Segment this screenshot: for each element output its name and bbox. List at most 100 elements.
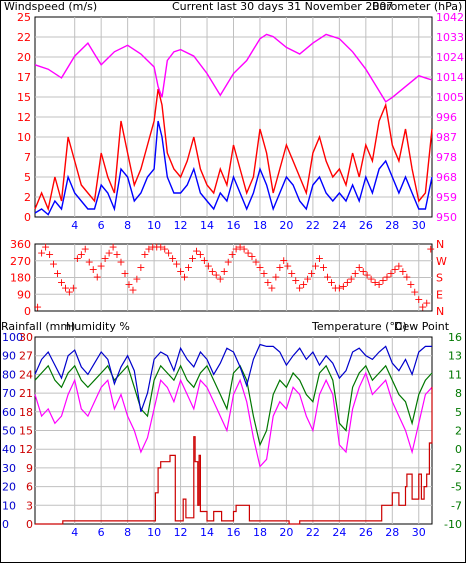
barometer-y-tick: 1033 bbox=[436, 31, 464, 44]
wind-x-tick: 14 bbox=[200, 219, 214, 232]
winddir-point: + bbox=[259, 267, 268, 280]
weather-x-tick: 8 bbox=[124, 526, 131, 539]
weather-x-tick: 22 bbox=[306, 526, 320, 539]
winddir-point: + bbox=[255, 261, 264, 274]
winddir-point: + bbox=[108, 241, 117, 254]
winddir-point: + bbox=[188, 252, 197, 265]
winddir-point: + bbox=[359, 265, 368, 278]
windspeed-label: Windspeed (m/s) bbox=[4, 0, 97, 13]
rainfall-y-tick: 0 bbox=[26, 518, 33, 531]
humidity-label: Humidity % bbox=[66, 320, 130, 333]
winddir-point: + bbox=[398, 265, 407, 278]
weather-x-tick: 20 bbox=[279, 526, 293, 539]
rainfall-y-tick: 18 bbox=[19, 406, 33, 419]
humidity-y-tick: 0 bbox=[2, 518, 9, 531]
winddir-point: + bbox=[331, 282, 340, 295]
winddir-point: + bbox=[323, 271, 332, 284]
winddir-point: + bbox=[418, 300, 427, 313]
wind-x-tick: 16 bbox=[227, 219, 241, 232]
winddir-point: + bbox=[204, 259, 213, 272]
temperature-y-tick: -5 bbox=[451, 481, 462, 494]
winddir-point: + bbox=[271, 271, 280, 284]
winddir-point: + bbox=[239, 243, 248, 256]
rainfall-y-tick: 24 bbox=[19, 368, 33, 381]
winddir-point: + bbox=[232, 243, 241, 256]
rainfall-series-line bbox=[35, 386, 433, 525]
gust-series-line bbox=[34, 88, 433, 212]
winddir-point: + bbox=[251, 256, 260, 269]
winddir-point: + bbox=[374, 278, 383, 291]
temperature-y-tick: -2 bbox=[451, 462, 462, 475]
wind-x-tick: 10 bbox=[147, 219, 161, 232]
barometer-series-line bbox=[34, 33, 433, 103]
wind-x-tick: 12 bbox=[174, 219, 188, 232]
winddir-point: + bbox=[267, 282, 276, 295]
wind-y-tick: 12 bbox=[17, 111, 31, 124]
winddir-point: + bbox=[33, 300, 42, 313]
winddir-point: + bbox=[156, 241, 165, 254]
weather-x-tick: 4 bbox=[71, 526, 78, 539]
windspeed-series-line bbox=[34, 120, 433, 216]
winddir-point: + bbox=[148, 241, 157, 254]
wind-x-tick: 20 bbox=[279, 219, 293, 232]
winddir-point: + bbox=[144, 243, 153, 256]
winddir-point: + bbox=[426, 243, 435, 256]
winddir-point: + bbox=[283, 259, 292, 272]
winddir-point: + bbox=[402, 271, 411, 284]
temperature-y-tick: 8 bbox=[455, 387, 462, 400]
temperature-y-tick: 16 bbox=[448, 331, 462, 344]
winddir-point: + bbox=[410, 285, 419, 298]
temperature-y-tick: -10 bbox=[444, 518, 462, 531]
winddir-point: + bbox=[196, 248, 205, 261]
winddir-point: + bbox=[279, 254, 288, 267]
winddir-compass-tick: W bbox=[436, 255, 447, 268]
winddir-point: + bbox=[347, 272, 356, 285]
wind-x-tick: 4 bbox=[71, 219, 78, 232]
winddir-compass-tick: E bbox=[436, 288, 443, 301]
wind-x-tick: 18 bbox=[253, 219, 267, 232]
barometer-y-tick: 950 bbox=[436, 211, 457, 224]
weather-x-tick: 16 bbox=[227, 526, 241, 539]
winddir-point: + bbox=[41, 241, 50, 254]
barometer-y-tick: 996 bbox=[436, 111, 457, 124]
wind-x-tick: 22 bbox=[306, 219, 320, 232]
barometer-label: Barometer (hPa) bbox=[372, 0, 462, 13]
rainfall-y-tick: 27 bbox=[19, 350, 33, 363]
wind-y-tick: 22 bbox=[17, 31, 31, 44]
winddir-point: + bbox=[307, 267, 316, 280]
winddir-point: + bbox=[81, 243, 90, 256]
winddir-point: + bbox=[180, 271, 189, 284]
weather-x-tick: 24 bbox=[332, 526, 346, 539]
winddir-point: + bbox=[212, 269, 221, 282]
winddir-point: + bbox=[136, 261, 145, 274]
winddir-compass-tick: S bbox=[436, 272, 443, 285]
winddir-point: + bbox=[303, 272, 312, 285]
winddir-point: + bbox=[101, 252, 110, 265]
temperature-y-tick: 13 bbox=[448, 350, 462, 363]
barometer-y-tick: 1014 bbox=[436, 71, 464, 84]
barometer-y-tick: 1042 bbox=[436, 11, 464, 24]
winddir-point: + bbox=[390, 263, 399, 276]
winddir-point: + bbox=[73, 252, 82, 265]
winddir-point: + bbox=[355, 261, 364, 274]
winddir-point: + bbox=[172, 257, 181, 270]
winddir-point: + bbox=[124, 278, 133, 291]
winddir-point: + bbox=[414, 293, 423, 306]
wind-y-tick: 10 bbox=[17, 131, 31, 144]
wind-x-tick: 24 bbox=[332, 219, 346, 232]
winddir-y-tick: 360 bbox=[10, 238, 31, 251]
winddir-point: + bbox=[89, 263, 98, 276]
wind-y-tick: 17 bbox=[17, 71, 31, 84]
barometer-y-tick: 968 bbox=[436, 171, 457, 184]
wind-x-tick: 8 bbox=[124, 219, 131, 232]
winddir-point: + bbox=[236, 241, 245, 254]
barometer-y-tick: 1005 bbox=[436, 91, 464, 104]
winddir-point: + bbox=[311, 259, 320, 272]
winddir-point: + bbox=[168, 252, 177, 265]
winddir-point: + bbox=[287, 267, 296, 280]
winddir-point: + bbox=[386, 267, 395, 280]
winddir-point: + bbox=[335, 282, 344, 295]
humidity-y-tick: 70 bbox=[2, 387, 16, 400]
winddir-point: + bbox=[299, 278, 308, 291]
humidity-y-tick: 100 bbox=[2, 331, 23, 344]
